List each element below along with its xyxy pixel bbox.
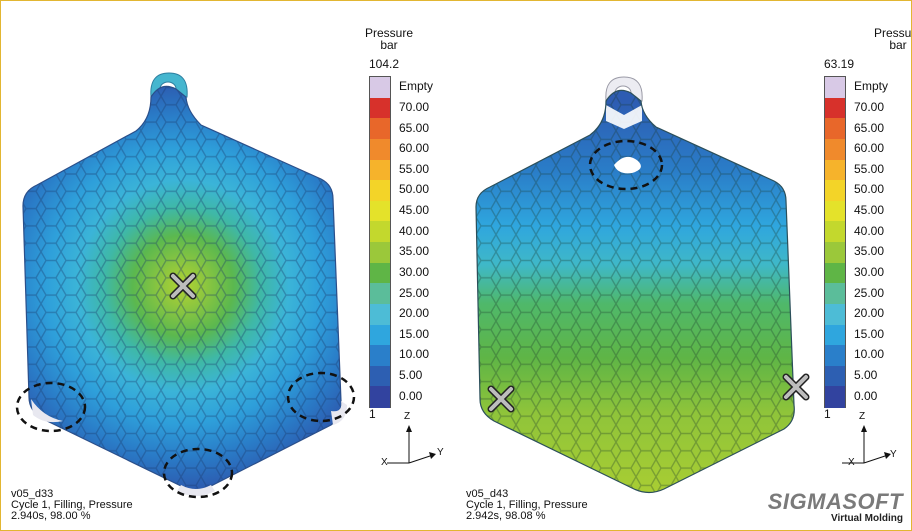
left-part-render — [15, 72, 356, 499]
legend-color-segment — [370, 303, 390, 325]
legend-title: Pressure bar — [873, 26, 912, 52]
axis-z-label: Z — [404, 411, 411, 422]
legend-color-segment — [370, 262, 390, 284]
legend-color-segment — [370, 365, 390, 387]
right-part-render — [475, 76, 810, 494]
legend-tick-label: 0.00 — [854, 388, 878, 403]
legend-tick-label: 25.00 — [399, 285, 430, 300]
legend-color-segment — [825, 345, 845, 367]
legend-tick-label: 70.00 — [854, 99, 885, 114]
legend-tick-label: 20.00 — [399, 306, 430, 321]
legend-tick-label: 10.00 — [854, 347, 885, 362]
legend-tick-label: 15.00 — [399, 326, 430, 341]
axis-triad-icon — [387, 425, 436, 464]
legend-color-segment — [825, 138, 845, 160]
defect-marker-circle — [588, 139, 664, 191]
legend-tick-label: 50.00 — [854, 182, 885, 197]
gate-marker-icon — [782, 373, 810, 401]
legend-tick-label: 60.00 — [399, 141, 430, 156]
legend-empty-label: Empty — [399, 79, 434, 94]
legend-color-segment — [370, 118, 390, 140]
legend-color-segment — [825, 365, 845, 387]
legend-color-segment — [825, 221, 845, 243]
legend-empty-label: Empty — [854, 79, 889, 94]
legend-color-segment — [825, 159, 845, 181]
defect-marker-circle — [15, 381, 87, 433]
legend-tick-label: 35.00 — [854, 244, 885, 259]
legend-color-segment — [825, 77, 845, 99]
left-unfilled-region — [31, 399, 63, 423]
legend-color-segment — [825, 97, 845, 119]
legend-color-segment — [370, 97, 390, 119]
gate-marker-icon — [169, 272, 197, 300]
legend-color-segment — [825, 386, 845, 408]
legend-color-bar — [824, 76, 846, 408]
axis-x-label: X — [848, 457, 855, 468]
axis-y-label: Y — [437, 447, 444, 458]
gate-marker-icon — [487, 385, 515, 413]
legend-color-segment — [825, 200, 845, 222]
axis-x-label: X — [381, 457, 388, 468]
legend-color-segment — [825, 262, 845, 284]
defect-marker-circle — [162, 447, 234, 499]
legend-tick-label: 65.00 — [854, 120, 885, 135]
legend-color-segment — [370, 159, 390, 181]
legend-color-segment — [370, 283, 390, 305]
legend-tick-label: 10.00 — [399, 347, 430, 362]
left-unfilled-region — [177, 485, 215, 496]
legend-tick-label: 20.00 — [854, 306, 885, 321]
legend-color-segment — [370, 345, 390, 367]
legend-tick-label: 25.00 — [854, 285, 885, 300]
legend-color-segment — [825, 324, 845, 346]
legend-tick-label: 60.00 — [854, 141, 885, 156]
legend-tick-label: 30.00 — [854, 264, 885, 279]
legend-color-segment — [370, 324, 390, 346]
legend-tick-label: 50.00 — [399, 182, 430, 197]
legend-tick-label: 0.00 — [399, 388, 423, 403]
legend-tick-label: 55.00 — [399, 161, 430, 176]
legend-max-value: 63.19 — [824, 57, 855, 71]
legend-min-value: 1 — [369, 407, 376, 421]
left-simulation-panel: Pressure bar 104.2 Empty 70.00 65.00 60.00 5… — [1, 1, 456, 530]
legend-color-bar — [369, 76, 391, 408]
legend-tick-label: 15.00 — [854, 326, 885, 341]
legend-tick-label: 35.00 — [399, 244, 430, 259]
legend-color-segment — [825, 242, 845, 264]
legend-color-segment — [370, 77, 390, 99]
legend-tick-label: 45.00 — [399, 203, 430, 218]
legend-min-value: 1 — [824, 407, 831, 421]
axis-y-label: Y — [890, 449, 897, 460]
legend-tick-label: 5.00 — [854, 368, 878, 383]
legend-color-segment — [825, 283, 845, 305]
right-simulation-panel: Pressure bar 63.19 Empty 70.00 65.00 60.00 5… — [456, 1, 911, 530]
legend-tick-label: 5.00 — [399, 368, 423, 383]
defect-marker-circle — [286, 371, 356, 423]
legend-color-segment — [825, 180, 845, 202]
legend-tick-label: 40.00 — [854, 223, 885, 238]
legend-color-segment — [370, 138, 390, 160]
legend-tick-label: 65.00 — [399, 120, 430, 135]
sigmasoft-logo: SIGMASOFT Virtual Molding — [767, 489, 903, 524]
legend-color-segment — [370, 200, 390, 222]
legend-title: Pressure bar — [364, 26, 414, 52]
legend-tick-label: 30.00 — [399, 264, 430, 279]
legend-color-segment — [825, 303, 845, 325]
legend-max-value: 104.2 — [369, 57, 400, 71]
simulation-info: v05_d33 Cycle 1, Filling, Pressure 2.940… — [11, 488, 133, 522]
legend-tick-label: 55.00 — [854, 161, 885, 176]
legend-tick-label: 40.00 — [399, 223, 430, 238]
axis-triad-icon — [842, 425, 891, 464]
legend-color-segment — [370, 221, 390, 243]
legend-color-segment — [370, 180, 390, 202]
legend-tick-label: 45.00 — [854, 203, 885, 218]
legend-color-segment — [370, 386, 390, 408]
simulation-info: v05_d43 Cycle 1, Filling, Pressure 2.942… — [466, 488, 588, 522]
legend-color-segment — [825, 118, 845, 140]
axis-z-label: Z — [859, 411, 866, 422]
legend-tick-label: 70.00 — [399, 99, 430, 114]
legend-color-segment — [370, 242, 390, 264]
right-unfilled-region — [614, 156, 641, 174]
